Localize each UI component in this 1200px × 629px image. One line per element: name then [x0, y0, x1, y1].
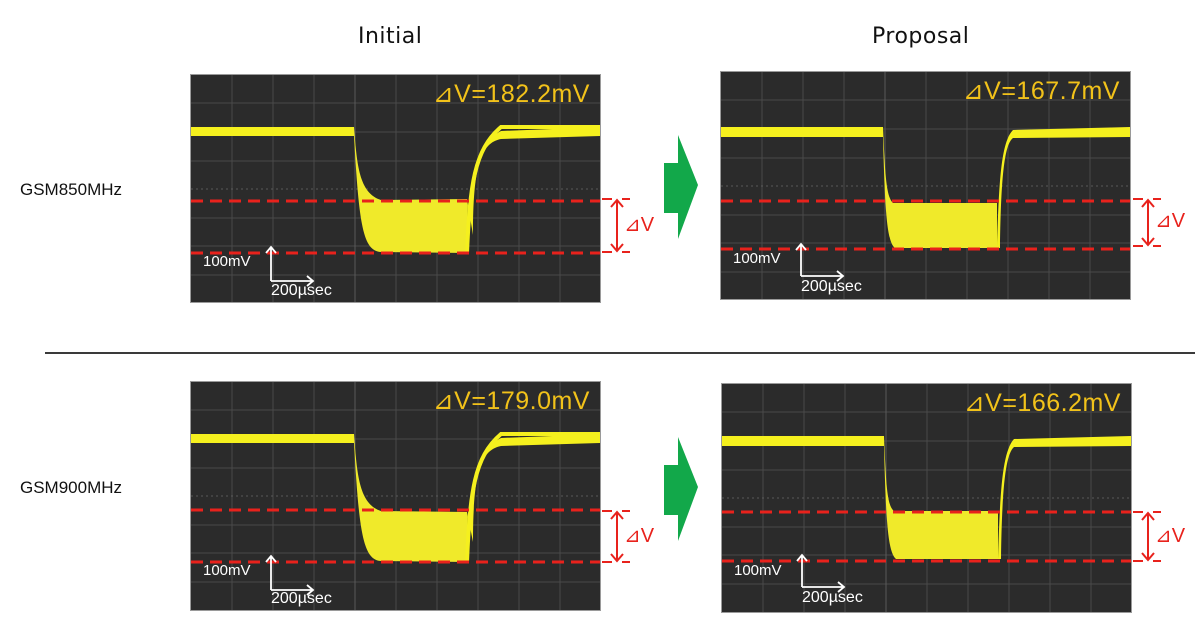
time-scale-label: 200µsec [802, 589, 863, 606]
voltage-scale-label: 100mV [733, 250, 781, 267]
column-title-initial: Initial [358, 24, 423, 49]
delta-v-marker-label: ⊿V [1155, 525, 1186, 547]
arrow-right-icon [664, 135, 698, 239]
delta-v-marker-label: ⊿V [624, 525, 655, 547]
voltage-scale-label: 100mV [203, 562, 251, 579]
delta-v-marker-icon [602, 198, 630, 253]
delta-v-annotation: ⊿V=166.2mV [963, 389, 1121, 417]
delta-v-annotation: ⊿V=182.2mV [432, 80, 590, 108]
waveform-gsm900-initial [191, 382, 600, 610]
scope-gsm900-initial: ⊿V=179.0mV 100mV 200µsec [190, 381, 601, 611]
waveform-gsm850-initial [191, 75, 600, 302]
time-scale-label: 200µsec [271, 590, 332, 607]
scope-gsm900-proposal: ⊿V=166.2mV 100mV 200µsec [721, 383, 1132, 613]
delta-v-marker-label: ⊿V [1155, 210, 1186, 232]
delta-v-annotation: ⊿V=179.0mV [432, 387, 590, 415]
voltage-scale-label: 100mV [734, 562, 782, 579]
time-scale-label: 200µsec [271, 282, 332, 299]
column-title-proposal: Proposal [872, 24, 970, 49]
scope-gsm850-initial: ⊿V=182.2mV 100mV 200µsec [190, 74, 601, 303]
waveform-gsm850-proposal [721, 72, 1130, 299]
delta-v-marker-icon [1133, 198, 1161, 247]
row-divider [45, 352, 1195, 354]
delta-v-annotation: ⊿V=167.7mV [962, 77, 1120, 105]
scope-gsm850-proposal: ⊿V=167.7mV 100mV 200µsec [720, 71, 1131, 300]
delta-v-marker-icon [1133, 511, 1161, 562]
time-scale-label: 200µsec [801, 278, 862, 295]
row-label-gsm850: GSM850MHz [20, 180, 123, 199]
voltage-scale-label: 100mV [203, 253, 251, 270]
delta-v-marker-icon [602, 510, 630, 563]
delta-v-marker-label: ⊿V [624, 214, 655, 236]
row-label-gsm900: GSM900MHz [20, 478, 123, 497]
arrow-right-icon [664, 437, 698, 541]
waveform-gsm900-proposal [722, 384, 1131, 612]
